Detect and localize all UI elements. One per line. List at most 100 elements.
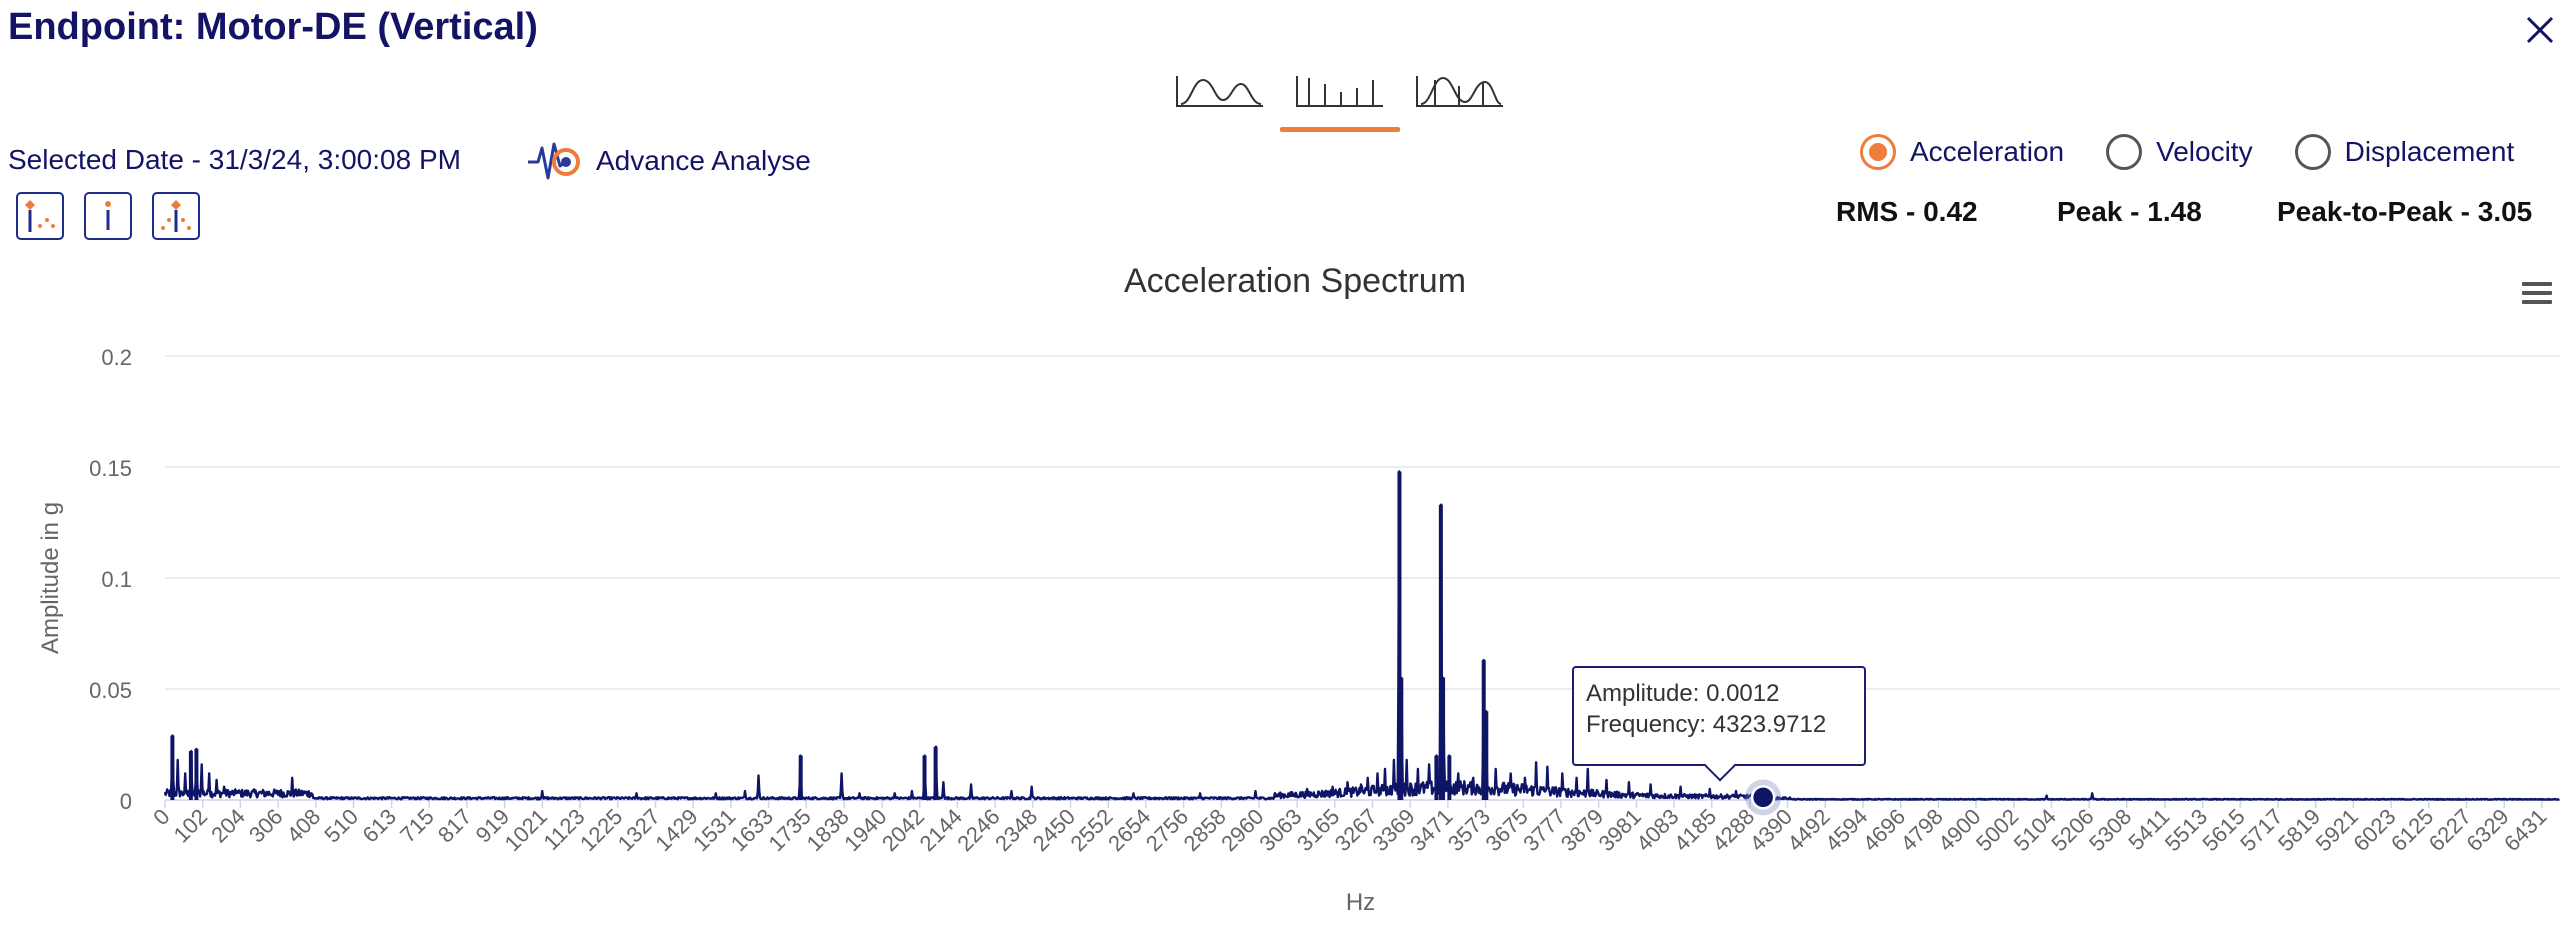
x-tick-label: 510 — [319, 804, 363, 848]
x-tick-label: 4288 — [1707, 804, 1759, 856]
x-tick-label: 5308 — [2084, 804, 2136, 856]
radio-acceleration[interactable]: Acceleration — [1860, 134, 2064, 170]
chart-tooltip: Amplitude: 0.0012 Frequency: 4323.9712 — [1572, 666, 1866, 766]
x-tick-label: 1838 — [802, 804, 854, 856]
y-axis-label: Amplitude in g — [37, 502, 64, 654]
tab-spectrum[interactable] — [1280, 62, 1400, 132]
x-tick-label: 1940 — [839, 804, 891, 856]
x-tick-label: 306 — [244, 804, 288, 848]
rms-value: RMS - 0.42 — [1836, 196, 1978, 227]
x-tick-label: 3165 — [1292, 804, 1344, 856]
x-tick-label: 5513 — [2160, 804, 2212, 856]
hover-point — [1750, 785, 1776, 810]
x-tick-label: 3573 — [1443, 804, 1495, 856]
x-tick-label: 1021 — [500, 804, 552, 856]
x-tick-label: 5717 — [2235, 804, 2287, 856]
view-tabs — [1160, 62, 1520, 132]
x-tick-label: 3369 — [1367, 804, 1419, 856]
radio-displacement[interactable]: Displacement — [2294, 134, 2515, 170]
x-tick-label: 6125 — [2386, 804, 2438, 856]
x-tick-label: 1327 — [613, 804, 665, 856]
x-tick-label: 1735 — [763, 804, 815, 856]
marker-toolbar — [16, 192, 200, 240]
x-tick-label: 817 — [433, 804, 477, 848]
x-tick-label: 1225 — [575, 804, 627, 856]
x-tick-label: 408 — [282, 804, 326, 848]
chart-menu-icon[interactable] — [2520, 276, 2554, 310]
y-tick-label: 0 — [120, 789, 132, 814]
spectrum-series-line — [163, 470, 2560, 801]
harmonic-marker-icon — [161, 200, 191, 232]
radio-displacement-label: Displacement — [2344, 136, 2515, 167]
x-tick-label: 204 — [206, 804, 250, 848]
x-axis-label: Hz — [1346, 889, 1375, 916]
x-tick-label: 5411 — [2123, 804, 2174, 855]
y-tick-label: 0.15 — [89, 456, 132, 481]
x-tick-label: 2144 — [915, 804, 967, 856]
tab-overlay[interactable] — [1400, 62, 1520, 132]
x-tick-label: 3675 — [1481, 804, 1533, 856]
waveform-icon — [1176, 76, 1263, 107]
peak-value: Peak - 1.48 — [2057, 196, 2202, 227]
spectrum-bars-icon — [1296, 76, 1383, 107]
x-tick-label: 0 — [148, 804, 174, 830]
info-marker-tool[interactable] — [84, 192, 132, 240]
x-tick-label: 3879 — [1556, 804, 1608, 856]
advance-analyse-label: Advance Analyse — [596, 145, 811, 176]
x-tick-label: 3063 — [1254, 804, 1306, 856]
x-tick-label: 715 — [395, 804, 439, 848]
info-marker-icon — [105, 201, 111, 230]
x-tick-label: 2450 — [1028, 804, 1080, 856]
advance-analyse-button[interactable]: Advance Analyse — [526, 138, 811, 184]
x-tick-label: 102 — [169, 804, 213, 848]
x-tick-label: 1531 — [688, 804, 740, 856]
tab-waveform[interactable] — [1160, 62, 1280, 132]
radio-acceleration-icon — [1860, 134, 1896, 170]
x-tick-label: 2552 — [1065, 804, 1117, 856]
x-tick-label: 3471 — [1405, 804, 1457, 856]
x-tick-label: 6329 — [2461, 804, 2513, 856]
x-tick-label: 2960 — [1216, 804, 1268, 856]
y-tick-label: 0.1 — [101, 567, 132, 592]
x-tick-label: 2042 — [877, 804, 929, 856]
waveform-spectrum-icon — [1416, 76, 1503, 107]
x-tick-label: 3777 — [1518, 804, 1570, 856]
x-tick-label: 2246 — [952, 804, 1004, 856]
x-tick-label: 4492 — [1782, 804, 1834, 856]
unit-radio-group: Acceleration Velocity Displacement — [1860, 134, 2514, 170]
chart-title: Acceleration Spectrum — [1123, 262, 1467, 300]
x-tick-label: 1429 — [650, 804, 702, 856]
radio-velocity-icon — [2106, 134, 2143, 170]
peak-to-peak-value: Peak-to-Peak - 3.05 — [2277, 196, 2533, 227]
x-tick-label: 5104 — [2009, 804, 2061, 856]
peak-marker-tool[interactable] — [16, 192, 64, 240]
x-tick-label: 5819 — [2273, 804, 2325, 856]
y-tick-label: 0.2 — [101, 345, 132, 370]
x-tick-label: 4696 — [1858, 804, 1910, 856]
selected-date: Selected Date - 31/3/24, 3:00:08 PM — [8, 144, 461, 175]
tooltip-frequency: Frequency: 4323.9712 — [1586, 711, 1827, 738]
harmonic-marker-tool[interactable] — [152, 192, 200, 240]
x-tick-label: 613 — [357, 804, 401, 848]
x-tick-label: 5002 — [1971, 804, 2023, 856]
x-tick-label: 1633 — [726, 804, 778, 856]
peak-marker-icon — [25, 200, 55, 232]
x-tick-label: 5206 — [2046, 804, 2098, 856]
x-tick-label: 6227 — [2424, 804, 2476, 856]
radio-velocity[interactable]: Velocity — [2106, 134, 2253, 170]
close-icon[interactable] — [2518, 8, 2560, 50]
x-tick-label: 4594 — [1820, 804, 1872, 856]
x-tick-label: 2756 — [1141, 804, 1193, 856]
x-tick-label: 6431 — [2499, 804, 2551, 856]
radio-acceleration-label: Acceleration — [1910, 136, 2065, 167]
x-tick-label: 4798 — [1896, 804, 1948, 856]
radio-velocity-label: Velocity — [2156, 136, 2253, 167]
y-tick-label: 0.05 — [89, 678, 132, 703]
x-tick-label: 4083 — [1631, 804, 1683, 856]
advance-analyse-icon — [528, 142, 580, 180]
tooltip-amplitude: Amplitude: 0.0012 — [1586, 680, 1780, 707]
x-tick-label: 2348 — [990, 804, 1042, 856]
x-tick-label: 5921 — [2311, 804, 2363, 856]
x-tick-label: 4185 — [1669, 804, 1721, 856]
